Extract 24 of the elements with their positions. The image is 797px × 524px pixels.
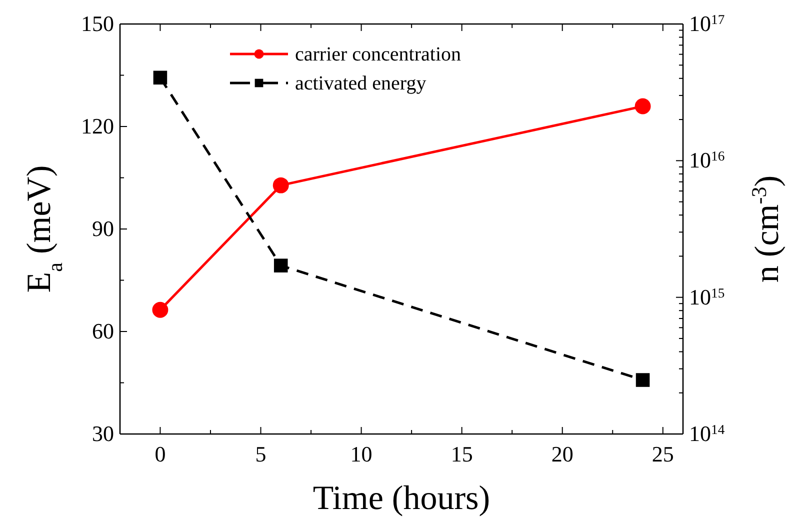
y-tick-label: 90 [92, 216, 114, 242]
point [272, 177, 289, 194]
y2-tick-label: 10$^{17}$ [689, 11, 725, 36]
x-tick-label: 0 [154, 442, 166, 467]
y-tick-label: 120 [81, 114, 114, 139]
point [152, 302, 168, 318]
point [153, 70, 168, 85]
x-axis-title: Time (hours) [312, 480, 490, 517]
point [634, 98, 651, 114]
y2-tick-label: 10$^{16}$ [689, 148, 725, 173]
x-tick-label: 15 [450, 442, 473, 467]
y2-tick-label: 10$^{15}$ [689, 284, 725, 310]
y2-tick-label: 10$^{14}$ [689, 421, 725, 446]
point [636, 373, 650, 387]
y-tick-label: 30 [92, 421, 114, 446]
point [274, 258, 288, 272]
y-tick-label: 150 [81, 11, 114, 36]
y-tick-label: 60 [92, 318, 114, 344]
legend-label: activated energy [295, 72, 426, 94]
x-tick-label: 5 [255, 442, 266, 467]
x-tick-label: 10 [350, 442, 372, 467]
legend-label: carrier concentration [295, 43, 462, 66]
x-tick-label: 25 [652, 442, 674, 467]
x-tick-label: 20 [551, 442, 574, 467]
